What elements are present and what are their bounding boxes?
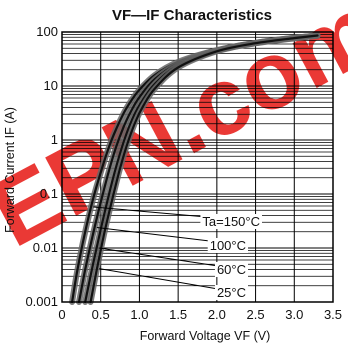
series-label: 25°C bbox=[217, 285, 246, 300]
y-axis-label: Forward Current IF (A) bbox=[3, 107, 17, 233]
y-tick-label: 10 bbox=[44, 78, 58, 93]
chart-title: VF—IF Characteristics bbox=[112, 7, 272, 24]
y-tick-labels: 100 10 1 0.1 0.01 0.001 bbox=[25, 24, 58, 309]
series-label-leader bbox=[93, 206, 219, 219]
x-tick-labels: 0 0.5 1.0 1.5 2.0 2.5 3.0 3.5 bbox=[58, 307, 342, 322]
series-labels: Ta=150°C 100°C 60°C 25°C bbox=[93, 206, 262, 300]
y-tick-label: 0.001 bbox=[25, 294, 58, 309]
series-label-bg bbox=[214, 285, 248, 300]
y-tick-label: 0.1 bbox=[40, 186, 58, 201]
series-label-leader bbox=[96, 227, 219, 243]
x-tick-label: 1.0 bbox=[130, 307, 148, 322]
plot-frame bbox=[61, 31, 334, 303]
x-tick-label: 3.0 bbox=[285, 307, 303, 322]
series-label-bg bbox=[214, 262, 248, 277]
series-label: 100°C bbox=[210, 238, 246, 253]
x-tick-label: 0 bbox=[58, 307, 65, 322]
y-tick-label: 1 bbox=[51, 132, 58, 147]
y-tick-label: 100 bbox=[36, 24, 58, 39]
x-tick-label: 0.5 bbox=[92, 307, 110, 322]
x-tick-label: 1.5 bbox=[169, 307, 187, 322]
x-tick-label: 3.5 bbox=[324, 307, 342, 322]
series-label-bg bbox=[200, 214, 262, 229]
series-label-leader bbox=[99, 268, 219, 290]
y-tick-label: 0.01 bbox=[33, 240, 58, 255]
x-tick-label: 2.5 bbox=[247, 307, 265, 322]
plot-border bbox=[61, 31, 334, 303]
x-tick-label: 2.0 bbox=[208, 307, 226, 322]
series-label-bg bbox=[207, 238, 248, 253]
series-label-leader bbox=[98, 247, 219, 267]
series-label: 60°C bbox=[217, 262, 246, 277]
x-axis-label: Forward Voltage VF (V) bbox=[140, 329, 271, 343]
series-label: Ta=150°C bbox=[202, 214, 260, 229]
